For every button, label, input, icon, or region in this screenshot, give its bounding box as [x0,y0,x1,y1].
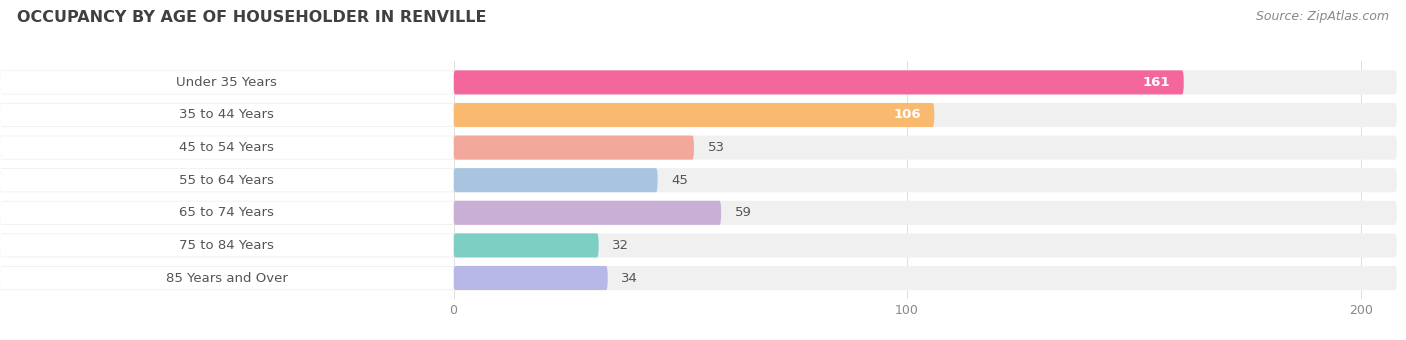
FancyBboxPatch shape [0,104,454,126]
Text: 85 Years and Over: 85 Years and Over [166,272,288,285]
FancyBboxPatch shape [0,233,1398,257]
FancyBboxPatch shape [0,71,454,94]
Text: 35 to 44 Years: 35 to 44 Years [180,108,274,121]
Text: 59: 59 [735,206,752,219]
Text: 55 to 64 Years: 55 to 64 Years [180,174,274,187]
FancyBboxPatch shape [454,201,721,225]
Text: 53: 53 [707,141,724,154]
Text: 106: 106 [893,108,921,121]
FancyBboxPatch shape [0,169,454,191]
Text: 65 to 74 Years: 65 to 74 Years [180,206,274,219]
Text: OCCUPANCY BY AGE OF HOUSEHOLDER IN RENVILLE: OCCUPANCY BY AGE OF HOUSEHOLDER IN RENVI… [17,10,486,25]
FancyBboxPatch shape [454,136,695,160]
FancyBboxPatch shape [454,103,935,127]
FancyBboxPatch shape [0,234,454,257]
Text: 161: 161 [1143,76,1170,89]
FancyBboxPatch shape [454,70,1184,95]
FancyBboxPatch shape [0,266,1398,290]
Text: 75 to 84 Years: 75 to 84 Years [180,239,274,252]
Text: 45: 45 [671,174,688,187]
Text: 32: 32 [612,239,630,252]
FancyBboxPatch shape [0,267,454,289]
FancyBboxPatch shape [0,70,1398,95]
FancyBboxPatch shape [0,202,454,224]
FancyBboxPatch shape [0,136,454,159]
Text: 34: 34 [621,272,638,285]
FancyBboxPatch shape [454,168,658,192]
FancyBboxPatch shape [0,103,1398,127]
Text: Under 35 Years: Under 35 Years [176,76,277,89]
Text: Source: ZipAtlas.com: Source: ZipAtlas.com [1256,10,1389,23]
Text: 45 to 54 Years: 45 to 54 Years [180,141,274,154]
FancyBboxPatch shape [0,168,1398,192]
FancyBboxPatch shape [0,201,1398,225]
FancyBboxPatch shape [0,136,1398,160]
FancyBboxPatch shape [454,233,599,257]
FancyBboxPatch shape [454,266,607,290]
